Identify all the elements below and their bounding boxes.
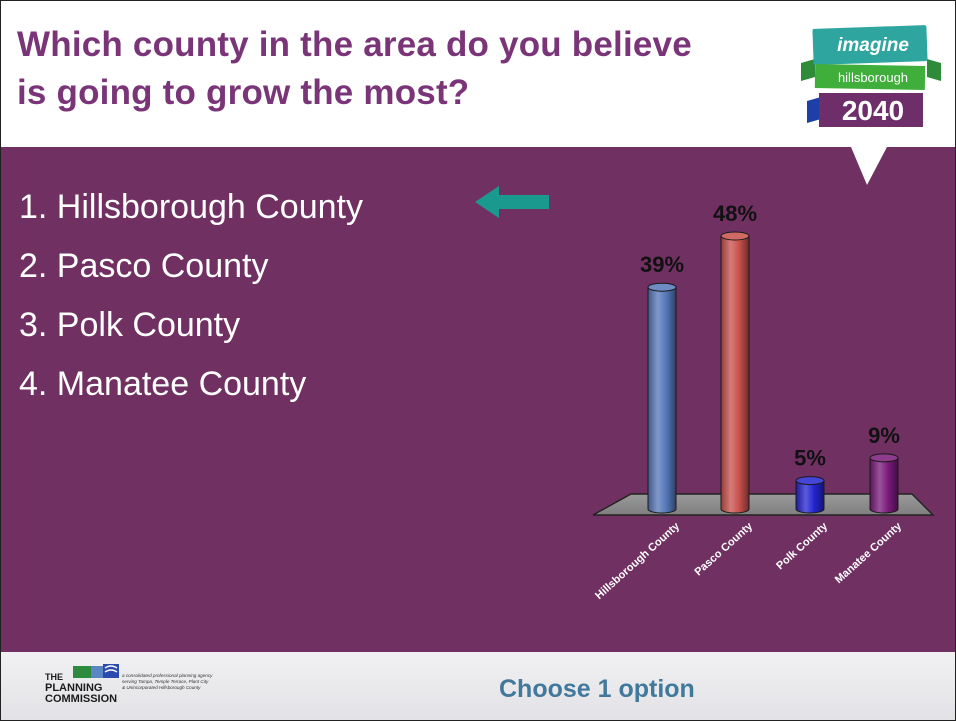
planning-commission-logo: THE PLANNING COMMISSION a consolidated p… — [45, 664, 213, 705]
bar-manatee-county — [869, 453, 899, 514]
correct-answer-arrow-icon — [475, 186, 549, 218]
option-polk: 3. Polk County — [19, 306, 241, 344]
pc-name-line-1: THE — [45, 672, 63, 682]
value-label-manatee-county: 9% — [868, 423, 900, 448]
option-hillsborough: 1. Hillsborough County — [19, 188, 363, 226]
option-pasco: 2. Pasco County — [19, 247, 269, 285]
category-label-manatee-county: Manatee County — [833, 520, 905, 586]
slide-title: Which county in the area do you believe … — [17, 21, 797, 117]
content-band — [1, 147, 955, 652]
logo-word-imagine: imagine — [837, 35, 909, 56]
answer-options-list: 1. Hillsborough County 2. Pasco County 3… — [19, 178, 363, 414]
pc-name-line-2: PLANNING — [45, 682, 102, 694]
footer-instruction: Choose 1 option — [499, 675, 695, 703]
title-line-1: Which county in the area do you believe — [17, 25, 692, 64]
footer-bar — [1, 652, 955, 720]
logo-year: 2040 — [842, 95, 904, 126]
bar-hillsborough-county — [647, 282, 677, 514]
value-label-hillsborough-county: 39% — [640, 252, 684, 277]
logo-word-hillsborough: hillsborough — [838, 70, 908, 85]
bar-pasco-county — [720, 231, 750, 514]
pc-tagline-2: serving Tampa, Temple Terrace, Plant Cit… — [122, 679, 209, 684]
bar-polk-county — [795, 476, 825, 514]
imagine-hillsborough-2040-logo: imagine hillsborough 2040 — [801, 25, 941, 127]
pc-tagline-1: a consolidated professional planning age… — [122, 673, 213, 678]
logo-pointer — [851, 147, 887, 185]
category-label-pasco-county: Pasco County — [692, 520, 755, 579]
category-label-polk-county: Polk County — [774, 520, 830, 572]
value-label-pasco-county: 48% — [713, 201, 757, 226]
pc-tagline-3: & Unincorporated Hillsborough County — [122, 685, 201, 690]
value-label-polk-county: 5% — [794, 446, 826, 471]
results-bar-chart: 39% Hillsborough County 48% Pasco County 5% P… — [592, 201, 935, 602]
category-label-hillsborough-county: Hillsborough County — [593, 520, 683, 602]
option-manatee: 4. Manatee County — [19, 365, 307, 403]
title-line-2: is going to grow the most? — [17, 73, 470, 112]
pc-name-line-3: COMMISSION — [45, 693, 117, 705]
